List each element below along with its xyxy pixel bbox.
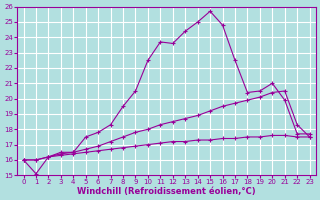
X-axis label: Windchill (Refroidissement éolien,°C): Windchill (Refroidissement éolien,°C) — [77, 187, 256, 196]
